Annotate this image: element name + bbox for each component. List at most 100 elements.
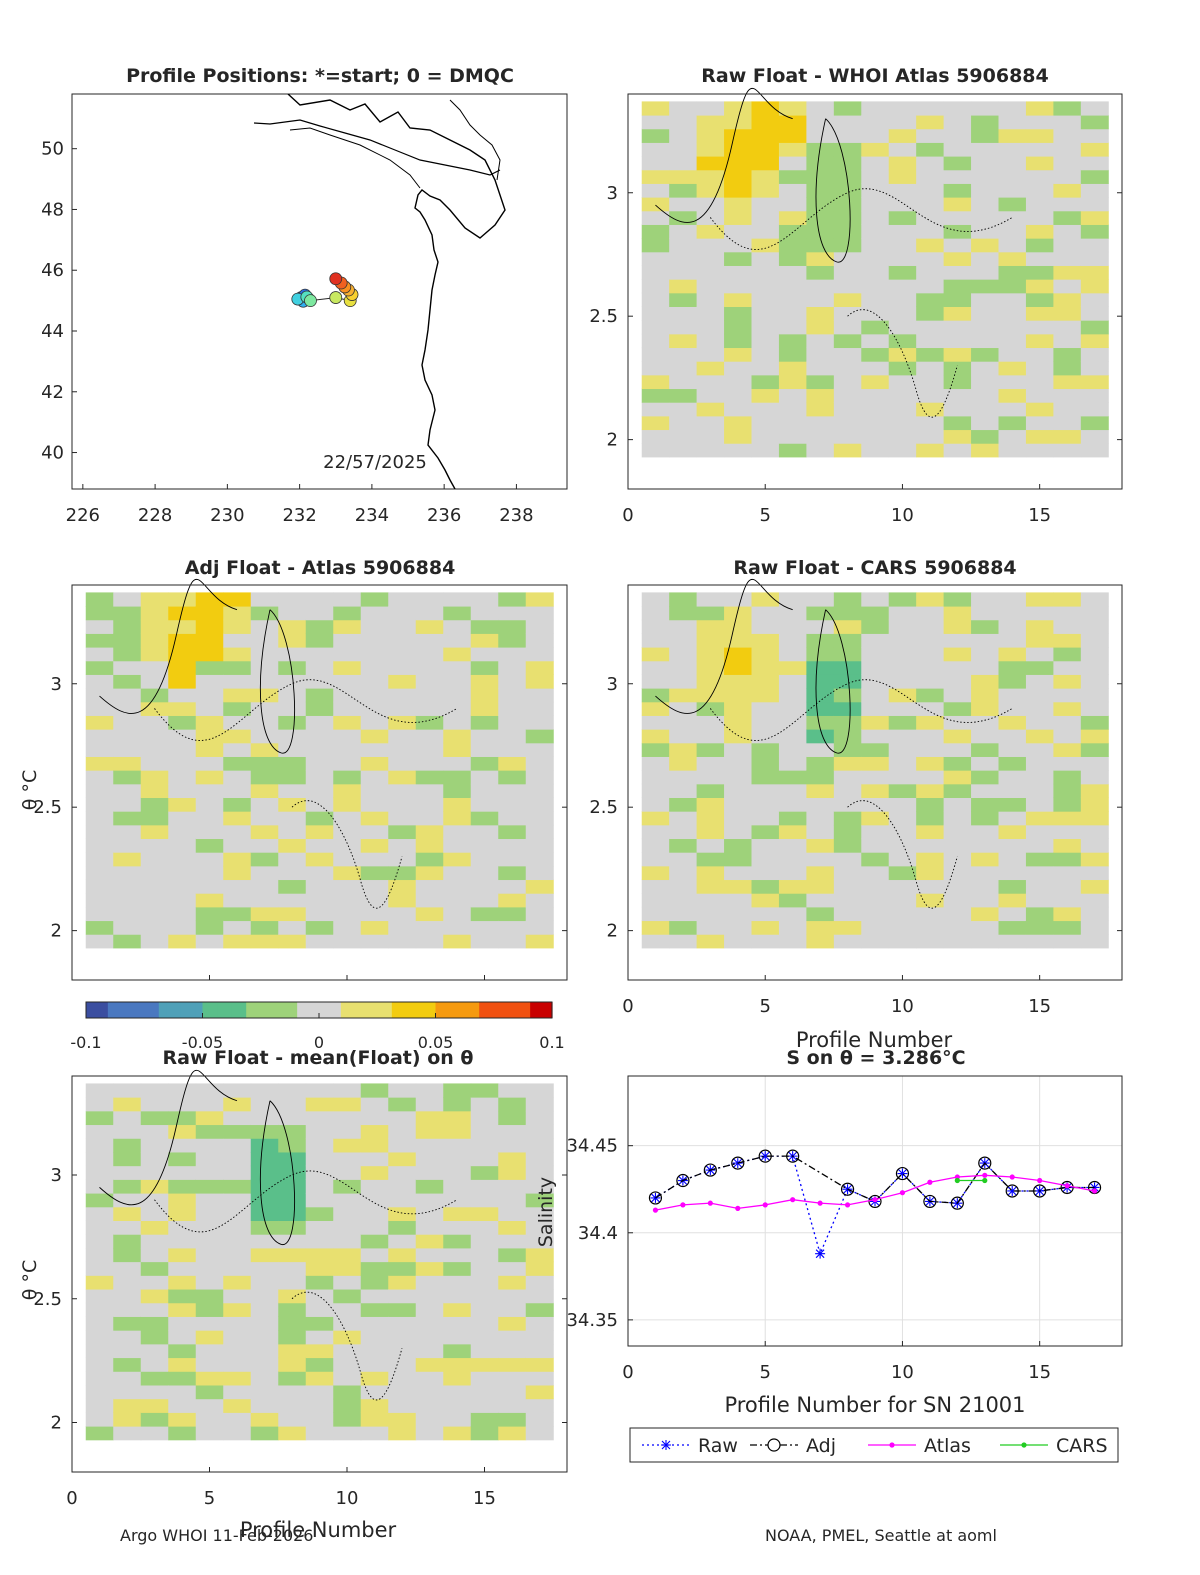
colorbar-cell (224, 1002, 233, 1018)
heatmap-cell (641, 402, 670, 417)
heatmap-cell (1080, 238, 1109, 253)
heatmap-cell (85, 688, 114, 703)
heatmap-cell (778, 606, 807, 621)
heatmap-cell (916, 115, 945, 130)
panel-title: Raw Float - WHOI Atlas 5906884 (701, 65, 1048, 87)
heatmap-cell (861, 415, 890, 431)
heatmap-cell (140, 838, 169, 853)
heatmap-cell (250, 852, 279, 867)
heatmap-cell (751, 279, 780, 294)
heatmap-cell (443, 1426, 472, 1441)
heatmap-cell (250, 1247, 279, 1263)
heatmap-cell (1053, 183, 1082, 198)
heatmap-cell (696, 852, 725, 867)
heatmap-cell (833, 906, 862, 922)
heatmap-cell (223, 1097, 252, 1112)
heatmap-cell (195, 838, 224, 853)
heatmap-cell (751, 606, 780, 621)
heatmap-cell (525, 633, 554, 648)
heatmap-cell (85, 1097, 114, 1112)
heatmap-cell (1025, 251, 1054, 266)
heatmap-cell (724, 374, 752, 390)
colorbar-tick-label: -0.05 (182, 1033, 223, 1052)
heatmap-cell (250, 729, 279, 744)
heatmap-cell (998, 852, 1027, 867)
heatmap-cell (1080, 183, 1109, 198)
heatmap-cell (1080, 838, 1109, 853)
heatmap-cell (305, 1330, 334, 1345)
heatmap-cell (861, 797, 890, 812)
heatmap-cell (168, 729, 197, 744)
heatmap-cell (778, 879, 807, 894)
heatmap-cell (943, 633, 972, 648)
heatmap-cell (250, 1289, 279, 1304)
heatmap-cell (360, 1330, 389, 1345)
heatmap-cell (916, 347, 945, 362)
x-tick-label: 10 (891, 505, 914, 526)
heatmap-cell (943, 224, 972, 239)
heatmap-cell (250, 1398, 279, 1413)
heatmap-cell (498, 1193, 527, 1208)
adj-marker (1033, 1184, 1047, 1198)
heatmap-cell (998, 238, 1027, 253)
heatmap-cell (470, 674, 499, 689)
heatmap-cell (498, 1165, 527, 1180)
heatmap-cell (195, 1261, 224, 1276)
heatmap-cell (140, 1206, 169, 1222)
heatmap-cell (916, 797, 945, 812)
heatmap-cell (360, 606, 389, 621)
heatmap-cell (696, 660, 725, 675)
heatmap-cell (305, 934, 334, 949)
heatmap-cell (415, 1138, 444, 1153)
heatmap-cell (333, 1247, 362, 1263)
heatmap-cell (971, 251, 999, 266)
heatmap-cell (113, 1138, 142, 1153)
heatmap-cell (1053, 265, 1082, 280)
heatmap-cell (415, 1371, 444, 1386)
heatmap-cell (168, 1316, 197, 1331)
heatmap-cell (223, 893, 252, 908)
heatmap-cell (388, 1193, 417, 1208)
heatmap-cell (641, 238, 670, 253)
y-tick-label: 34.4 (578, 1223, 618, 1244)
heatmap-cell (1080, 224, 1109, 239)
heatmap-cell (696, 374, 725, 390)
heatmap-cell (388, 674, 417, 689)
heatmap-cell (861, 606, 890, 621)
heatmap-cell (415, 797, 444, 812)
heatmap-cell (751, 128, 780, 143)
heatmap-cell (1053, 388, 1082, 403)
heatmap-cell (833, 633, 862, 648)
heatmap-cell (140, 1302, 169, 1317)
heatmap-cell (525, 1247, 554, 1263)
heatmap-cell (806, 429, 835, 444)
heatmap-cell (525, 770, 554, 785)
heatmap-cell (751, 183, 780, 198)
heatmap-cell (971, 934, 999, 949)
heatmap-cell (916, 238, 945, 253)
heatmap-cell (223, 1371, 252, 1386)
heatmap-cell (140, 770, 169, 785)
heatmap-cell (278, 1110, 307, 1126)
heatmap-cell (195, 879, 224, 894)
colorbar-cell (304, 1002, 313, 1018)
heatmap-cell (498, 619, 527, 634)
heatmap-cell (305, 1398, 334, 1413)
heatmap-cell (195, 852, 224, 867)
heatmap-cell (1025, 238, 1054, 253)
heatmap-cell (388, 1384, 417, 1400)
map-date-label: 22/57/2025 (323, 452, 427, 473)
heatmap-cell (250, 1124, 279, 1139)
y-axis-label-adj: θ °C (19, 770, 41, 810)
heatmap-cell (669, 361, 698, 376)
heatmap-cell (360, 688, 389, 703)
heatmap-cell (1053, 783, 1082, 799)
heatmap-cell (1080, 920, 1109, 935)
heatmap-cell (360, 1234, 389, 1249)
heatmap-cell (140, 824, 169, 840)
heatmap-cell (696, 306, 725, 321)
heatmap-cell (669, 920, 698, 935)
heatmap-cell (888, 333, 917, 349)
heatmap-cell (470, 1083, 499, 1098)
heatmap-cell (806, 756, 835, 771)
